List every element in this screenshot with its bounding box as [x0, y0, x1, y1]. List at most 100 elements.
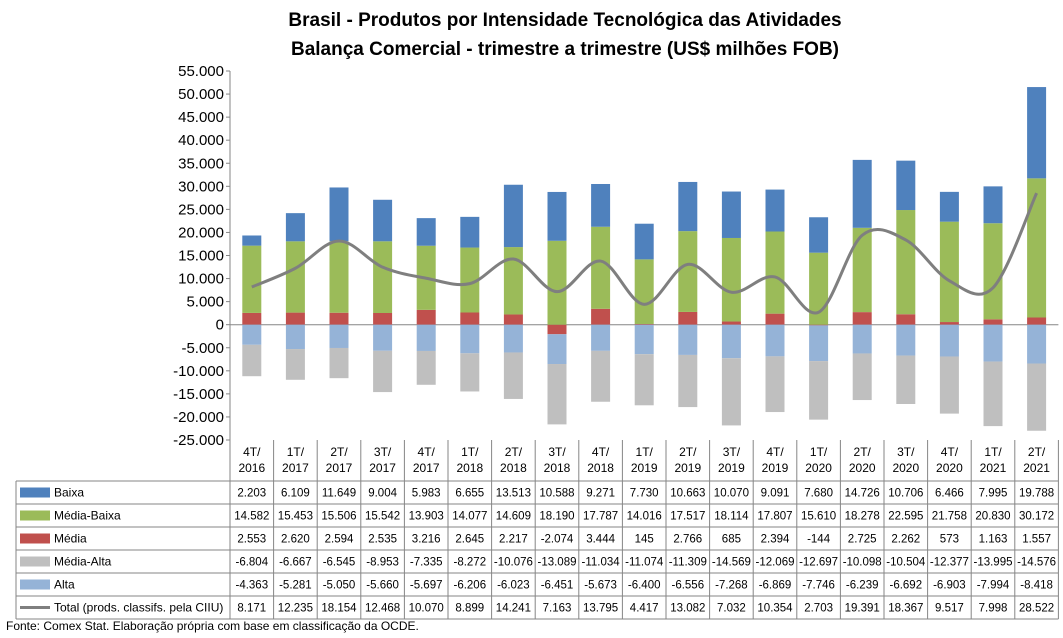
data-label: 17.517: [670, 511, 705, 523]
data-label: -8.953: [366, 557, 399, 569]
data-label: -11.309: [669, 557, 707, 569]
data-label: -7.335: [410, 557, 443, 569]
data-label: 14.077: [452, 511, 487, 523]
x-tick-label: 1T/: [461, 445, 479, 459]
x-tick-label: 2017: [282, 461, 309, 475]
bar-m-dia-alta: [939, 356, 959, 414]
bar-m-dia: [983, 319, 1003, 325]
data-label: -5.673: [584, 580, 617, 592]
bar-baixa: [896, 160, 916, 211]
data-label: 15.542: [365, 511, 400, 523]
x-tick-label: 3T/: [548, 445, 566, 459]
data-label: 685: [722, 534, 741, 546]
bar-alta: [809, 325, 829, 362]
data-label: -5.697: [410, 580, 443, 592]
x-tick-label: 1T/: [636, 445, 654, 459]
data-table: 4T/2016 1T/2017 2T/2017 3T/2017 4T/2017 1T/20…: [15, 440, 1059, 620]
bar-m-dia: [765, 313, 785, 325]
data-label: -13.995: [973, 557, 1012, 569]
data-label: 2.645: [455, 534, 484, 546]
data-label: 2.766: [673, 534, 702, 546]
bar-alta: [329, 324, 349, 348]
bars: [242, 87, 1047, 431]
data-label: -6.903: [933, 580, 966, 592]
y-tick-label: -20.000: [173, 409, 224, 426]
bar-m-dia: [329, 312, 349, 325]
bar-m-dia-alta: [503, 352, 523, 399]
data-label: -6.206: [453, 580, 486, 592]
data-label: 10.588: [539, 488, 574, 500]
bar-m-dia-baixa: [852, 227, 872, 313]
x-tick-label: 3T/: [374, 445, 392, 459]
data-label: -6.556: [671, 580, 704, 592]
bar-m-dia-baixa: [721, 237, 741, 322]
bar-m-dia: [896, 314, 916, 325]
data-label: 13.795: [583, 603, 618, 615]
data-label: 3.444: [586, 534, 615, 546]
legend-key: [20, 533, 50, 544]
x-tick-label: 2018: [500, 461, 527, 475]
data-label: 30.172: [1019, 511, 1054, 523]
bar-m-dia-alta: [896, 355, 916, 405]
y-tick-label: 10.000: [178, 271, 224, 288]
bar-m-dia-baixa: [765, 231, 785, 314]
bar-baixa: [1027, 87, 1047, 179]
data-label: -12.697: [799, 557, 838, 569]
x-tick-label: 2018: [544, 461, 571, 475]
x-tick-label: 2016: [238, 461, 265, 475]
bar-baixa: [460, 216, 480, 248]
y-tick-label: 50.000: [178, 86, 224, 103]
legend-key: [20, 556, 50, 567]
x-tick-label: 2017: [326, 461, 353, 475]
data-label: -14.576: [1017, 557, 1056, 569]
bar-alta: [983, 324, 1003, 362]
data-label: 7.998: [979, 603, 1008, 615]
data-label: 18.190: [539, 511, 574, 523]
bar-alta: [765, 324, 785, 357]
chart-title: Brasil - Produtos por Intensidade Tecnol…: [288, 10, 841, 31]
data-label: -8.272: [453, 557, 486, 569]
data-label: 18.114: [714, 511, 749, 523]
data-label: -7.746: [802, 580, 835, 592]
data-label: 7.730: [630, 488, 659, 500]
x-tick-label: 2021: [1023, 461, 1050, 475]
bar-m-dia-baixa: [591, 226, 611, 309]
data-label: 17.807: [757, 511, 792, 523]
y-tick-label: 40.000: [178, 132, 224, 149]
bar-baixa: [939, 191, 959, 222]
data-label: 2.394: [761, 534, 790, 546]
bar-baixa: [852, 159, 872, 228]
data-label: -8.418: [1020, 580, 1053, 592]
data-label: 145: [635, 534, 654, 546]
data-label: -13.089: [537, 557, 576, 569]
x-tick-label: 2019: [762, 461, 789, 475]
bar-m-dia: [503, 314, 523, 325]
data-label: 22.595: [888, 511, 923, 523]
bar-m-dia-baixa: [242, 245, 262, 313]
data-label: 2.203: [237, 488, 266, 500]
legend-label: Média-Alta: [54, 555, 112, 569]
data-label: 7.680: [804, 488, 833, 500]
bar-alta: [503, 324, 523, 353]
data-label: 9.517: [935, 603, 964, 615]
data-label: 20.830: [975, 511, 1010, 523]
y-tick-label: -5.000: [181, 340, 224, 357]
data-label: 10.706: [888, 488, 923, 500]
data-label: 12.468: [365, 603, 400, 615]
bar-m-dia-baixa: [1027, 178, 1047, 318]
x-tick-label: 2T/: [505, 445, 523, 459]
y-axis: 55.000 50.000 45.000 40.000 35.000 30.000 25.0…: [173, 63, 1059, 449]
bar-m-dia-alta: [242, 344, 262, 377]
data-label: 14.016: [627, 511, 662, 523]
data-label: 6.466: [935, 488, 964, 500]
data-label: 19.391: [845, 603, 880, 615]
y-tick-label: 30.000: [178, 178, 224, 195]
bar-alta: [721, 324, 741, 359]
source-note: Fonte: Comex Stat. Elaboração própria co…: [6, 619, 419, 633]
x-tick-label: 2020: [892, 461, 919, 475]
data-label: 2.620: [281, 534, 310, 546]
bar-baixa: [285, 213, 305, 242]
x-tick-label: 2020: [805, 461, 832, 475]
data-label: 1.557: [1022, 534, 1051, 546]
